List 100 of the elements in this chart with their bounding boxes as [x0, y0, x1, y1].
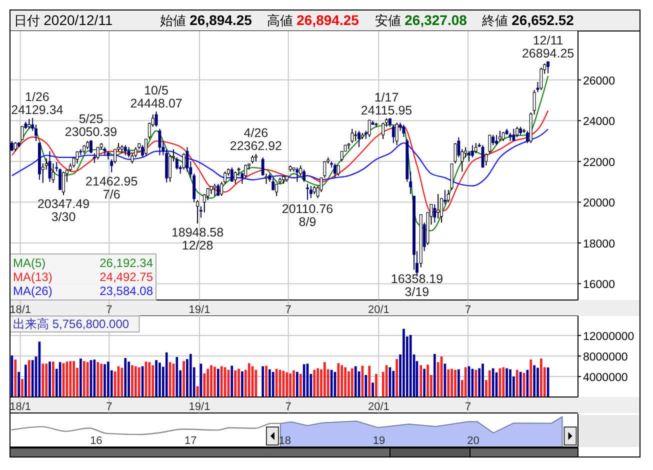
bar [18, 372, 20, 397]
bar [433, 354, 436, 397]
bar [210, 365, 212, 397]
bar [138, 367, 140, 397]
bar [241, 371, 244, 397]
candlestick [196, 200, 199, 224]
candlestick [498, 130, 502, 142]
text: 高値 26,894.25 [267, 12, 360, 28]
bar [420, 365, 422, 397]
x-tick-label: 17 [184, 435, 197, 447]
bar [372, 382, 374, 397]
bar [482, 364, 484, 397]
bar [289, 373, 292, 397]
candlestick [92, 152, 96, 164]
annotation: 10/5 24448.07 [130, 84, 182, 111]
candlestick [158, 128, 162, 156]
bar [52, 362, 54, 397]
bar [104, 364, 106, 397]
candlestick [457, 136, 460, 158]
bar [375, 374, 378, 397]
x-tick-label: 7 [285, 401, 292, 413]
candlestick [124, 144, 127, 156]
candlestick [481, 144, 484, 168]
text: MA(13) 24,492.75 [13, 270, 153, 284]
y-tick-label: 8000000 [583, 351, 628, 364]
candlestick [516, 126, 519, 138]
candlestick [436, 194, 440, 219]
candlestick [474, 142, 478, 154]
candlestick [492, 134, 495, 146]
bar [533, 365, 536, 397]
bar [368, 366, 371, 397]
bar [402, 328, 405, 397]
candlestick [306, 183, 309, 200]
candlestick [350, 128, 354, 144]
candlestick [110, 158, 114, 173]
x-tick-label: 20 [467, 435, 480, 447]
bar [72, 361, 75, 397]
bar [344, 367, 346, 397]
candlestick [392, 124, 395, 144]
text: 終値 26,652.52 [481, 12, 574, 28]
bar [450, 368, 453, 397]
candlestick [275, 183, 278, 197]
bar [220, 366, 223, 397]
annotation: 18948.58 12/28 [171, 226, 224, 253]
candlestick [234, 171, 237, 184]
candlestick [402, 124, 406, 138]
text: MA(26) 23,584.08 [13, 284, 153, 298]
bar [488, 370, 491, 397]
bar [447, 369, 450, 397]
bar [165, 352, 168, 397]
candlestick [468, 150, 470, 162]
candlestick [216, 183, 220, 197]
candlestick [422, 222, 426, 252]
candlestick [20, 126, 24, 140]
bar [176, 357, 178, 397]
annotation: 1/17 24115.95 [360, 90, 412, 118]
x-tick-label: 7 [106, 401, 112, 413]
candlestick [62, 171, 65, 196]
bar [238, 368, 240, 397]
annotation: 20347.49 3/30 [37, 197, 90, 224]
bar [48, 362, 51, 397]
candlestick [244, 164, 248, 178]
candlestick [154, 111, 158, 128]
x-tick-label: 7 [464, 304, 472, 316]
bar [474, 370, 478, 397]
annotation: 4/26 22362.92 [230, 126, 282, 154]
bar [324, 362, 326, 397]
candlestick [358, 130, 361, 148]
candlestick [512, 128, 516, 142]
candlestick [484, 152, 488, 166]
candlestick [52, 162, 55, 184]
candlestick [382, 122, 385, 140]
bar [31, 360, 34, 397]
text: 日付 2020/12/11 [14, 12, 113, 28]
x-tick-label: 7 [106, 304, 112, 316]
candlestick [261, 156, 264, 176]
candlestick [230, 167, 234, 182]
candlestick [96, 146, 100, 160]
candlestick [440, 198, 443, 224]
bar [509, 369, 512, 397]
candlestick [502, 131, 505, 142]
candlestick [299, 165, 302, 176]
bar [313, 370, 316, 397]
bar [268, 369, 271, 397]
bar [296, 372, 298, 397]
y-tick-label: 22000 [583, 156, 615, 169]
candlestick [540, 67, 543, 91]
bar [69, 361, 72, 397]
candlestick [200, 206, 202, 218]
annotation: 5/25 23050.39 [64, 112, 118, 140]
bar [351, 368, 354, 397]
candlestick [240, 172, 244, 184]
bar [234, 370, 237, 397]
candlestick [41, 162, 44, 184]
candlestick [264, 173, 268, 184]
x-tick-label: 7 [285, 304, 292, 316]
bar [80, 358, 82, 397]
bar [206, 368, 210, 397]
bar [182, 361, 185, 397]
annotation: 12/11 26894.25 [522, 34, 574, 61]
